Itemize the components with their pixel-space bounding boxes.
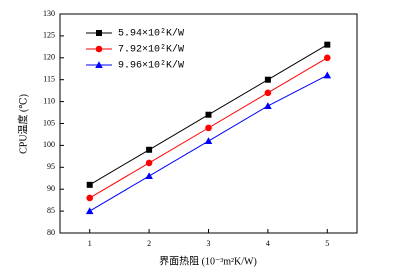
- y-tick-label: 80: [47, 228, 55, 237]
- marker: [85, 207, 94, 215]
- y-tick-label: 125: [43, 31, 55, 40]
- y-tick-label: 95: [47, 162, 55, 171]
- y-tick-label: 100: [43, 140, 55, 149]
- legend-marker: [95, 45, 103, 53]
- marker: [323, 71, 332, 79]
- y-tick-label: 85: [47, 206, 55, 215]
- legend-label: 7.92×10²K/W: [118, 44, 184, 56]
- legend-label: 9.96×10²K/W: [118, 60, 184, 72]
- x-tick-label: 3: [207, 239, 211, 248]
- marker: [145, 172, 153, 180]
- marker: [204, 137, 213, 145]
- x-tick-label: 4: [266, 239, 270, 248]
- marker: [264, 89, 272, 97]
- plot-frame: [59, 13, 358, 234]
- marker: [145, 159, 153, 167]
- x-tick-label: 5: [325, 239, 329, 248]
- marker: [86, 194, 93, 202]
- x-axis-label: 界面热阻 (10⁻³m²K/W): [159, 254, 257, 267]
- marker: [205, 124, 212, 132]
- marker: [146, 146, 153, 153]
- y-tick-label: 90: [47, 184, 55, 193]
- marker: [264, 102, 272, 109]
- marker: [205, 111, 212, 118]
- y-tick-label: 105: [43, 118, 55, 127]
- x-tick-label: 2: [147, 239, 151, 248]
- legend-marker: [95, 61, 103, 68]
- legend-marker: [96, 30, 102, 36]
- y-tick-label: 110: [43, 96, 55, 105]
- marker: [324, 41, 331, 48]
- marker: [86, 181, 93, 188]
- y-tick-label: 120: [43, 53, 55, 62]
- marker: [264, 76, 271, 83]
- legend-label: 5.94×10²K/W: [118, 28, 184, 40]
- x-tick-label: 1: [88, 239, 92, 248]
- y-tick-label: 115: [43, 75, 55, 84]
- y-tick-label: 130: [43, 9, 55, 18]
- marker: [324, 54, 331, 62]
- y-axis-label: CPU温度 (℃): [16, 94, 29, 154]
